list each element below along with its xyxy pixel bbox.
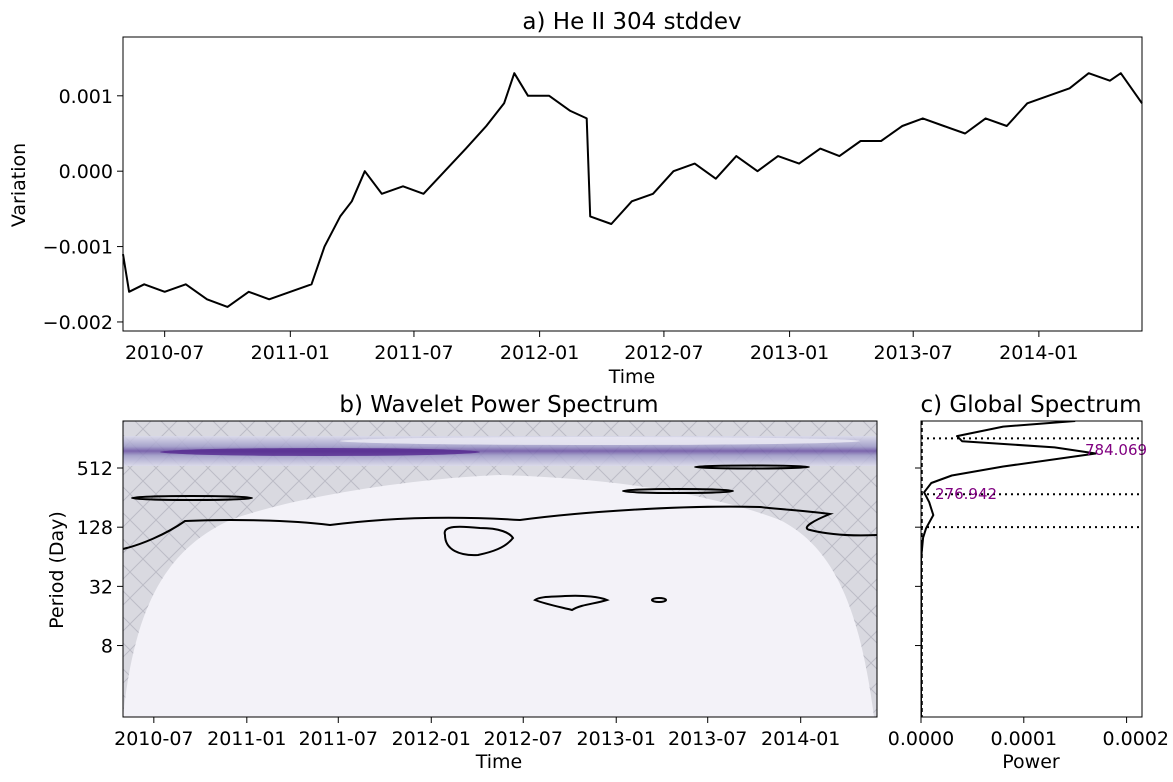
x-tick-label: 2012-01 — [392, 728, 471, 750]
peak-label: 276.942 — [935, 485, 997, 503]
panel-c-x-ticks: 0.0000 0.0001 0.0002 — [888, 717, 1169, 750]
y-tick-label: 128 — [77, 517, 113, 539]
x-tick-label: 2014-01 — [999, 342, 1078, 364]
significance-contours — [123, 464, 877, 612]
global-spectrum-line — [921, 421, 1097, 717]
x-tick-label: 2010-07 — [125, 342, 204, 364]
x-tick-label: 2012-07 — [484, 728, 563, 750]
cone-of-influence-hatch — [123, 421, 877, 717]
x-tick-label: 0.0002 — [1103, 728, 1169, 750]
panel-c-xlabel: Power — [1002, 751, 1060, 773]
panel-a-frame — [122, 36, 1143, 332]
peak-label: 784.069 — [1085, 441, 1147, 459]
x-tick-label: 2013-01 — [750, 342, 829, 364]
x-tick-label: 2012-01 — [500, 342, 579, 364]
contour-period-100 — [443, 525, 515, 557]
y-tick-label: 512 — [77, 458, 113, 480]
reference-lines — [921, 437, 1142, 529]
y-tick-label: 32 — [89, 576, 113, 598]
y-tick-label: 0.000 — [59, 161, 113, 183]
panel-b-y-ticks: 512 128 32 8 — [77, 458, 123, 658]
y-tick-label: 8 — [101, 636, 113, 658]
panel-a-ylabel: Variation — [8, 143, 30, 227]
peak-annotations: 784.069 276.942 — [935, 441, 1147, 503]
x-tick-label: 0.0000 — [888, 728, 954, 750]
contour-period-550 — [694, 464, 810, 470]
panel-b-ylabel: Period (Day) — [46, 511, 68, 629]
x-tick-label: 2013-01 — [577, 728, 656, 750]
x-tick-label: 2010-07 — [114, 728, 193, 750]
wavelet-power-core — [160, 448, 480, 456]
panel-a-title: a) He II 304 stddev — [522, 9, 741, 35]
global-spectrum-series — [921, 421, 1097, 717]
x-tick-label: 2011-07 — [374, 342, 453, 364]
panel-a-x-ticks: 2010-07 2011-01 2011-07 2012-01 2012-07 2013-… — [125, 331, 1079, 364]
panel-b-xlabel: Time — [475, 751, 523, 773]
wavelet-power-halo — [340, 437, 860, 445]
panel-c-frame — [920, 420, 1143, 718]
panel-a-xlabel: Time — [608, 366, 656, 388]
panel-a: a) He II 304 stddev 2010-07 2011-01 2011-0… — [8, 9, 1143, 388]
x-tick-label: 2012-07 — [624, 342, 703, 364]
contour-main — [123, 505, 877, 550]
x-tick-label: 0.0001 — [991, 728, 1057, 750]
panel-b-title: b) Wavelet Power Spectrum — [339, 392, 658, 418]
x-tick-label: 2011-07 — [299, 728, 378, 750]
contour-period-28 — [533, 594, 610, 612]
panel-c: c) Global Spectrum 784.069 276.942 0.0000… — [888, 392, 1169, 773]
y-tick-label: −0.001 — [43, 237, 113, 259]
series-line — [122, 72, 1143, 308]
contour-period-300-a — [131, 495, 253, 501]
x-tick-label: 2013-07 — [874, 342, 953, 364]
panel-a-series — [122, 72, 1143, 308]
x-tick-label: 2014-01 — [761, 728, 840, 750]
panel-a-y-ticks: 0.001 0.000 −0.001 −0.002 — [43, 86, 123, 334]
contour-period-300-b — [622, 488, 734, 494]
panel-c-y-ticks — [915, 467, 921, 647]
x-tick-label: 2011-01 — [251, 342, 330, 364]
panel-b-frame — [122, 420, 878, 718]
panel-b-x-ticks: 2010-07 2011-01 2011-07 2012-01 2012-07 2013-… — [114, 717, 840, 750]
x-tick-label: 2011-01 — [207, 728, 286, 750]
y-tick-label: −0.002 — [43, 312, 113, 334]
x-tick-label: 2013-07 — [668, 728, 747, 750]
panel-b: b) Wavelet Power Spectrum — [46, 392, 878, 773]
contour-period-28-small — [651, 597, 667, 603]
panel-c-title: c) Global Spectrum — [920, 392, 1141, 418]
y-tick-label: 0.001 — [59, 86, 113, 108]
